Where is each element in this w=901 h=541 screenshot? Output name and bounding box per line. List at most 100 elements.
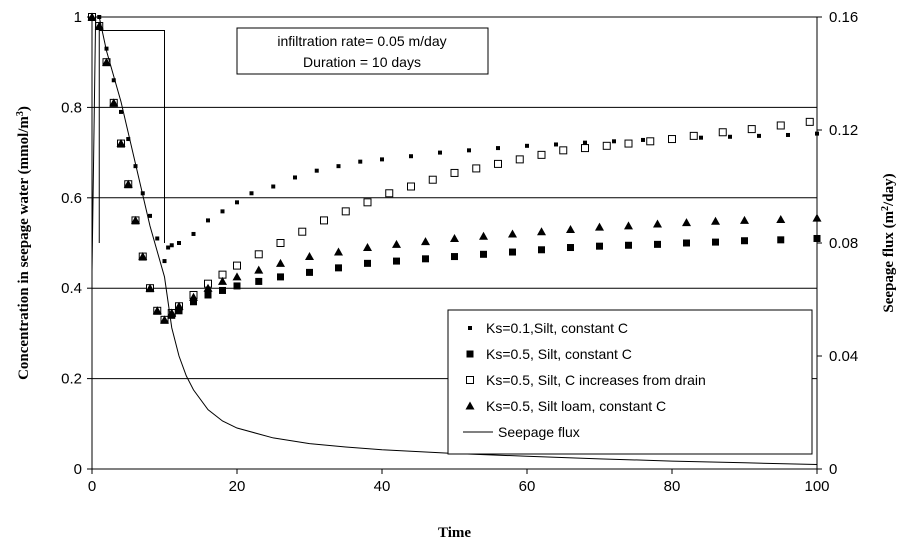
data-point-ks01-silt bbox=[177, 241, 181, 245]
data-point-ks01-silt bbox=[155, 236, 160, 241]
y-axis-title-sup: 3 bbox=[15, 111, 26, 116]
legend-swatch-square bbox=[466, 350, 474, 358]
data-point-ks05-loam bbox=[276, 258, 285, 267]
y-tick-label: 1 bbox=[74, 9, 82, 26]
legend-item: Ks=0.1,Silt, constant C bbox=[468, 320, 628, 336]
data-point-ks05-drain bbox=[494, 159, 502, 168]
data-point-ks05-drain bbox=[341, 207, 350, 216]
data-point-ks01-silt bbox=[119, 109, 123, 114]
annotation-line-infiltration: infiltration rate= 0.05 m/day bbox=[277, 33, 446, 49]
legend-item: Ks=0.5, Silt, constant C bbox=[466, 346, 632, 362]
data-point-ks05-silt bbox=[654, 240, 661, 248]
x-tick-label: 20 bbox=[229, 478, 246, 495]
y-axis-title: Concentration in seepage water (mmol/m3) bbox=[15, 106, 33, 380]
data-point-ks05-drain bbox=[537, 150, 546, 159]
infiltration-pulse bbox=[98, 30, 165, 243]
legend: Ks=0.1,Silt, constant C Ks=0.5, Silt, con… bbox=[447, 309, 813, 455]
data-point-ks05-drain bbox=[450, 168, 459, 177]
series-triangle bbox=[87, 12, 822, 324]
data-point-ks05-silt bbox=[509, 248, 516, 256]
data-point-ks05-silt bbox=[451, 253, 458, 261]
data-point-ks05-loam bbox=[218, 276, 227, 285]
data-point-ks01-silt bbox=[148, 213, 152, 218]
data-point-ks01-silt bbox=[728, 134, 732, 139]
y2-tick-label: 0.16 bbox=[829, 9, 858, 26]
legend-label: Ks=0.5, Silt loam, constant C bbox=[486, 398, 666, 414]
legend-item: Seepage flux bbox=[463, 424, 580, 440]
y-tick-label: 0.6 bbox=[61, 190, 82, 207]
data-point-ks05-silt bbox=[306, 268, 313, 276]
data-point-ks05-loam bbox=[305, 252, 314, 261]
data-point-ks01-silt bbox=[699, 135, 703, 140]
legend-label: Seepage flux bbox=[498, 424, 580, 440]
series-line bbox=[91, 16, 818, 465]
data-point-ks01-silt bbox=[438, 150, 442, 155]
x-tick-label: 100 bbox=[804, 478, 829, 495]
data-point-ks05-silt bbox=[364, 259, 371, 267]
data-point-ks05-drain bbox=[320, 216, 328, 225]
data-point-ks05-loam bbox=[392, 239, 401, 248]
data-point-ks01-silt bbox=[409, 154, 413, 159]
y2-axis-title: Seepage flux (m2/day) bbox=[880, 173, 898, 312]
data-point-ks01-silt bbox=[111, 78, 116, 83]
data-point-ks01-silt bbox=[314, 168, 319, 173]
data-point-ks05-drain bbox=[472, 164, 481, 173]
y-axis-title-end: ) bbox=[16, 106, 32, 111]
data-point-ks01-silt bbox=[525, 143, 529, 148]
data-point-ks05-drain bbox=[407, 182, 415, 191]
data-point-ks01-silt bbox=[554, 142, 558, 147]
data-point-ks01-silt bbox=[641, 137, 645, 142]
data-point-ks05-drain bbox=[747, 125, 756, 134]
x-tick-label: 80 bbox=[664, 478, 681, 495]
data-point-ks01-silt bbox=[380, 157, 384, 162]
data-point-ks05-drain bbox=[805, 117, 814, 126]
seepage-flux-line bbox=[91, 16, 818, 465]
data-point-ks05-silt bbox=[233, 282, 241, 290]
data-point-ks05-loam bbox=[131, 215, 140, 224]
y2-tick-label: 0.08 bbox=[829, 235, 858, 252]
legend-swatch-triangle bbox=[465, 401, 475, 410]
data-point-ks05-loam bbox=[595, 222, 604, 231]
data-point-ks01-silt bbox=[133, 164, 138, 169]
data-point-ks05-silt bbox=[712, 238, 719, 246]
data-point-ks05-loam bbox=[102, 57, 111, 66]
data-point-ks01-silt bbox=[162, 259, 167, 264]
data-point-ks05-drain bbox=[254, 250, 263, 259]
annotation-line-duration: Duration = 10 days bbox=[303, 54, 421, 70]
y2-axis-title-main: Seepage flux (m bbox=[881, 210, 897, 312]
series-small-square bbox=[90, 15, 819, 264]
data-point-ks05-drain bbox=[233, 261, 241, 270]
data-point-ks05-silt bbox=[567, 244, 574, 252]
data-point-ks05-loam bbox=[203, 283, 213, 292]
data-point-ks05-drain bbox=[363, 198, 372, 207]
data-point-ks01-silt bbox=[126, 137, 131, 142]
data-point-ks05-loam bbox=[254, 265, 264, 274]
data-point-ks05-drain bbox=[718, 128, 727, 137]
data-point-ks05-silt bbox=[625, 241, 632, 249]
x-axis-title: Time bbox=[438, 525, 471, 541]
data-point-ks05-loam bbox=[109, 98, 119, 107]
legend-item: Ks=0.5, Silt loam, constant C bbox=[465, 398, 666, 414]
data-point-ks05-drain bbox=[776, 121, 785, 130]
data-point-ks01-silt bbox=[235, 200, 239, 205]
data-point-ks01-silt bbox=[169, 243, 174, 248]
data-point-ks01-silt bbox=[786, 132, 790, 137]
y-tick-label: 0.8 bbox=[61, 99, 82, 116]
data-point-ks05-loam bbox=[174, 301, 184, 310]
y-tick-label: 0.4 bbox=[61, 280, 82, 297]
data-point-ks05-drain bbox=[559, 146, 568, 155]
data-point-ks01-silt bbox=[206, 218, 210, 223]
data-point-ks05-loam bbox=[116, 139, 126, 148]
data-point-ks01-silt bbox=[815, 131, 819, 136]
data-point-ks05-silt bbox=[277, 273, 284, 281]
data-point-ks01-silt bbox=[358, 159, 363, 164]
data-point-ks01-silt bbox=[293, 175, 297, 180]
data-point-ks05-drain bbox=[624, 139, 633, 148]
data-point-ks05-silt bbox=[175, 307, 183, 315]
legend-swatch-open-square bbox=[466, 376, 474, 384]
data-point-ks05-loam bbox=[812, 213, 822, 222]
x-tick-label: 0 bbox=[88, 478, 96, 495]
data-point-ks05-loam bbox=[682, 218, 691, 227]
data-point-ks05-drain bbox=[276, 239, 285, 247]
y2-axis-title-sup: 2 bbox=[880, 206, 891, 211]
